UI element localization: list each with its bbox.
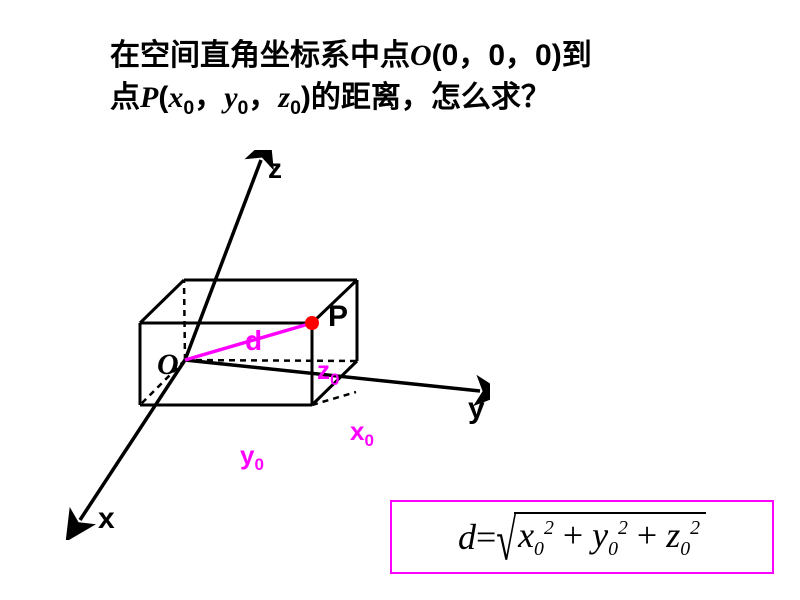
title-l1-Ocoords: (0，0，0) [432,39,562,72]
z-axis-label: z [268,153,282,184]
title-l1-pre: 在空间直角坐标系中点 [110,39,410,72]
formula-y-sub: 0 [608,539,618,561]
formula-plus2: + [637,515,666,555]
title-l2-p1: ( [158,81,168,114]
box-edge-dashed [184,280,185,360]
formula-x-sub: 0 [534,539,544,561]
formula-y: y [592,515,608,555]
title-l2-c1: ， [194,81,224,114]
box-edge [140,280,184,323]
formula-plus1: + [563,515,592,555]
origin-label: O [157,348,179,381]
y-axis-label: y [468,392,485,425]
title-l2-P: P [140,81,158,114]
title-l2-x: x [168,81,183,114]
formula-z-sup: 2 [690,517,700,539]
title-l2-y: y [224,81,237,114]
title-l2-c2: ， [248,81,278,114]
distance-formula: d = √ x02 + y02 + z02 [390,500,774,574]
x0-label: x0 [350,416,374,450]
formula-z-sub: 0 [680,539,690,561]
title-l2-pre: 点 [110,81,140,114]
title-l2-post: 的距离，怎么求？ [311,81,551,114]
coordinate-diagram: z y x O P d z0 x0 y0 [50,150,490,540]
z0-label: z0 [317,355,339,389]
formula-y-sup: 2 [618,517,628,539]
formula-eq: = [476,516,496,558]
title-l2-z: z [278,81,290,114]
title-l1-O: O [410,39,432,72]
x-axis [80,360,185,520]
sqrt-icon: √ [496,507,516,574]
formula-z: z [666,515,680,555]
formula-d: d [458,516,476,558]
box-edge-dashed [185,360,357,361]
x-axis-label: x [98,502,115,535]
title-l2-p2: ) [301,81,311,114]
d-label: d [245,325,262,356]
title-line-2: 点P(x0，y0，z0)的距离，怎么求？ [110,72,551,120]
formula-x: x [518,515,534,555]
point-p-dot [305,316,319,330]
formula-radicand: x02 + y02 + z02 [514,512,706,561]
title-l2-xsub: 0 [183,97,194,119]
y0-label: y0 [240,440,264,474]
title-l1-post: 到 [562,39,592,72]
title-line-1: 在空间直角坐标系中点O(0，0，0)到 [110,30,592,74]
title-l2-zsub: 0 [290,97,301,119]
title-l2-ysub: 0 [238,97,249,119]
point-p-label: P [328,300,348,333]
formula-x-sup: 2 [544,517,554,539]
